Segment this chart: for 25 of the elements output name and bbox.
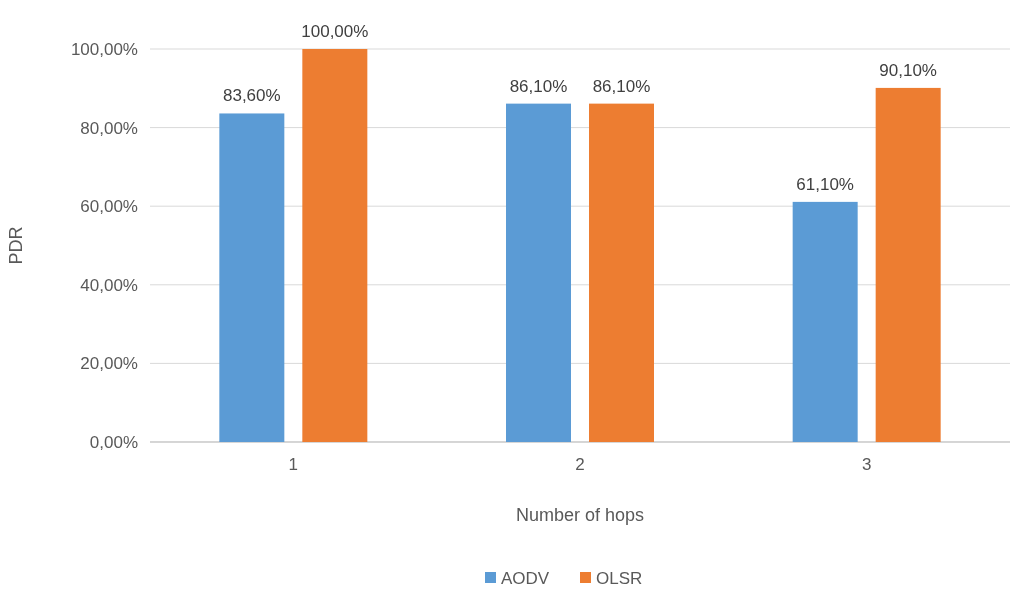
bar (875, 87, 941, 442)
bar (506, 103, 571, 442)
data-label: 86,10% (509, 76, 568, 96)
data-label: 100,00% (301, 22, 369, 41)
data-label: 61,10% (796, 174, 854, 194)
x-tick-label: 2 (575, 455, 585, 474)
y-tick-label: 40,00% (80, 275, 138, 295)
y-tick-label: 100,00% (70, 39, 138, 59)
bar (302, 49, 368, 442)
bar (792, 201, 858, 442)
data-label: 86,10% (592, 76, 651, 96)
legend-label: AODV (501, 568, 550, 588)
bar (589, 103, 654, 442)
data-label: 83,60% (223, 86, 281, 106)
x-tick-label: 3 (861, 455, 872, 474)
y-tick-label: 60,00% (80, 197, 138, 217)
data-label: 90,10% (879, 60, 937, 80)
x-tick-label: 1 (288, 455, 299, 474)
y-axis-title: PDR (6, 226, 26, 265)
y-tick-label: 0,00% (89, 432, 138, 452)
x-axis-title: Number of hops (515, 505, 645, 525)
y-tick-label: 20,00% (80, 354, 138, 374)
legend-label: OLSR (596, 568, 643, 588)
bar (219, 113, 285, 442)
y-tick-label: 80,00% (80, 118, 138, 138)
